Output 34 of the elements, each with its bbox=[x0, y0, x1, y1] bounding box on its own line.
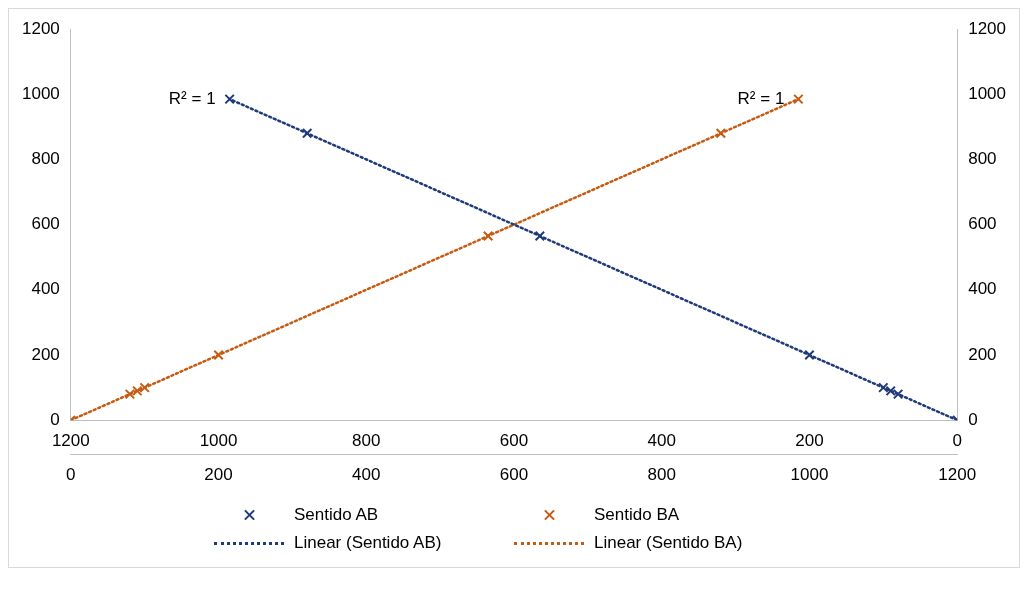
x2-tick-label: 1000 bbox=[199, 431, 238, 451]
legend-label: Sentido BA bbox=[594, 505, 680, 525]
annotation: R² = 1 bbox=[737, 88, 785, 108]
y-tick-label: 200 bbox=[31, 344, 60, 364]
x-tick-label: 0 bbox=[66, 465, 76, 485]
x-tick-label: 1000 bbox=[790, 465, 829, 485]
x2-tick-label: 400 bbox=[647, 431, 676, 451]
legend-label: Sentido AB bbox=[294, 505, 379, 525]
y-tick-label: 400 bbox=[31, 279, 60, 299]
y-tick-label: 800 bbox=[31, 149, 60, 169]
x2-tick-label: 800 bbox=[352, 431, 381, 451]
x2-tick-label: 0 bbox=[952, 431, 962, 451]
y2-tick-label: 1200 bbox=[968, 18, 1007, 38]
x-tick-label: 800 bbox=[647, 465, 676, 485]
annotation: R² = 1 bbox=[168, 88, 216, 108]
y-tick-label: 1000 bbox=[21, 83, 60, 103]
x-tick-label: 600 bbox=[499, 465, 529, 485]
y-tick-label: 600 bbox=[31, 214, 60, 234]
x-tick-label: 200 bbox=[204, 465, 233, 485]
y-tick-label: 1200 bbox=[21, 18, 60, 38]
x-tick-label: 1200 bbox=[938, 465, 977, 485]
legend-label: Linear (Sentido BA) bbox=[594, 533, 743, 553]
y2-tick-label: 400 bbox=[968, 279, 997, 299]
legend-label: Linear (Sentido AB) bbox=[294, 533, 442, 553]
y2-tick-label: 0 bbox=[968, 409, 978, 429]
x2-tick-label: 1200 bbox=[51, 431, 90, 451]
y2-tick-label: 1000 bbox=[968, 83, 1007, 103]
y-tick-label: 0 bbox=[50, 409, 60, 429]
y2-tick-label: 200 bbox=[968, 344, 997, 364]
y2-tick-label: 600 bbox=[968, 214, 997, 234]
x-tick-label: 400 bbox=[352, 465, 381, 485]
x2-tick-label: 200 bbox=[795, 431, 824, 451]
y2-tick-label: 800 bbox=[968, 149, 997, 169]
x2-tick-label: 600 bbox=[499, 431, 529, 451]
